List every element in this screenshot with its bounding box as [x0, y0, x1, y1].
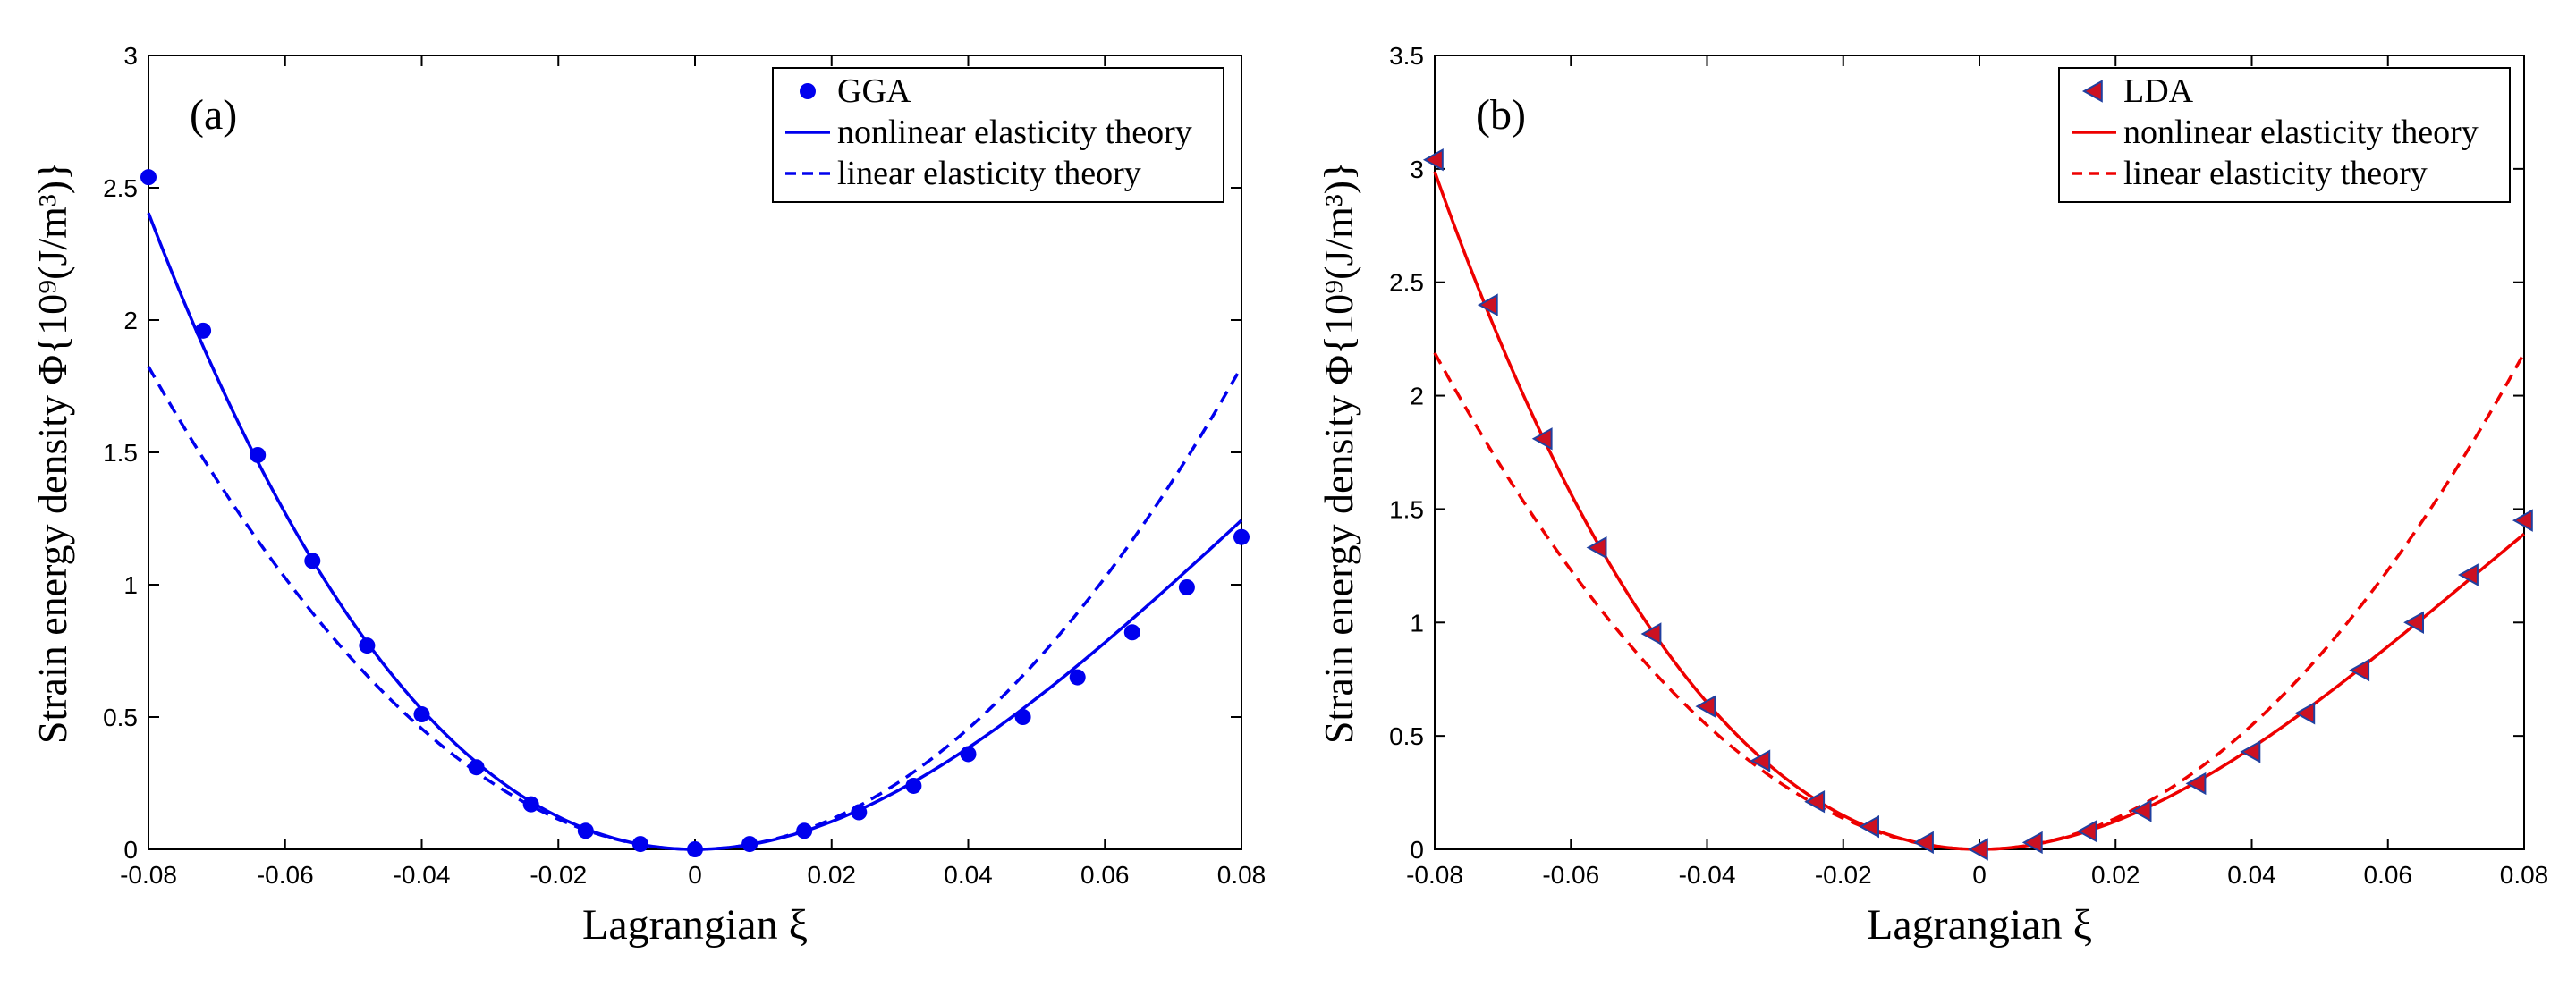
- data-point: [2349, 658, 2370, 682]
- x-tick-label: 0.04: [944, 861, 993, 889]
- data-point: [2458, 563, 2479, 586]
- y-tick-label: 1: [1410, 609, 1424, 637]
- data-point: [2294, 702, 2316, 725]
- y-tick-label: 2: [1410, 383, 1424, 410]
- data-point: [1123, 624, 1140, 641]
- x-tick-label: -0.06: [1542, 861, 1599, 889]
- data-point: [1750, 749, 1771, 772]
- data-point: [2081, 80, 2103, 103]
- panel-label: (b): [1476, 91, 1526, 139]
- data-point: [1014, 709, 1031, 725]
- legend-box: [772, 67, 1224, 203]
- data-point: [2021, 831, 2043, 855]
- legend-entry: LDA: [2123, 72, 2194, 110]
- data-point: [1913, 831, 1934, 855]
- legend-entry: GGA: [837, 72, 911, 110]
- y-tick-label: 0: [123, 836, 138, 864]
- legend-entry: linear elasticity theory: [2123, 155, 2428, 192]
- x-tick-label: 0: [1972, 861, 1987, 889]
- y-tick-label: 1: [123, 571, 138, 599]
- data-point: [960, 746, 977, 763]
- x-axis-label: Lagrangian ξ: [582, 901, 808, 949]
- data-point: [1967, 838, 1988, 861]
- data-point: [1804, 790, 1826, 814]
- data-point: [905, 777, 922, 794]
- data-point: [1859, 814, 1879, 839]
- x-tick-label: 0.08: [2500, 861, 2549, 889]
- data-point: [800, 83, 816, 99]
- data-point: [2240, 740, 2261, 763]
- data-point: [687, 841, 703, 857]
- x-tick-label: 0.02: [808, 861, 857, 889]
- x-tick-label: -0.02: [1815, 861, 1872, 889]
- data-point: [2131, 799, 2152, 822]
- legend-box: [2058, 67, 2511, 203]
- panel-label: (a): [190, 91, 237, 139]
- y-tick-label: 3: [123, 42, 138, 70]
- data-point: [1477, 293, 1498, 316]
- x-tick-label: -0.02: [530, 861, 587, 889]
- data-point: [413, 706, 430, 723]
- x-axis-label: Lagrangian ξ: [1867, 901, 2092, 949]
- data-point: [631, 836, 648, 853]
- y-tick-label: 1.5: [103, 439, 138, 467]
- data-point: [468, 759, 485, 776]
- data-point: [1640, 622, 1662, 645]
- y-tick-label: 3: [1410, 156, 1424, 183]
- data-point: [577, 822, 594, 839]
- panel-b: -0.08 -0.06 -0.04 -0.02 0 0.02 0.04 0.06 0.08 0 0.…: [1316, 42, 2548, 949]
- y-tick-label: 0.5: [1389, 722, 1424, 750]
- data-point: [1178, 578, 1195, 595]
- data-point: [1069, 669, 1086, 686]
- data-point: [1422, 148, 1444, 172]
- x-tick-label: -0.04: [394, 861, 451, 889]
- y-axis-label: Strain energy density Φ{10⁹(J/m³)}: [30, 161, 75, 744]
- data-point: [250, 446, 267, 463]
- x-tick-label: 0.06: [2364, 861, 2413, 889]
- panel-a: -0.08 -0.06 -0.04 -0.02 0 0.02 0.04 0.06 0.08 0 0.…: [30, 42, 1266, 949]
- data-point: [140, 169, 157, 186]
- x-tick-label: 0.02: [2091, 861, 2140, 889]
- data-point: [2076, 820, 2097, 843]
- y-tick-label: 2.5: [1389, 269, 1424, 297]
- data-point: [1531, 427, 1553, 451]
- data-point: [304, 553, 321, 569]
- y-tick-label: 2.5: [103, 174, 138, 202]
- data-point: [851, 804, 868, 821]
- y-tick-label: 3.5: [1389, 42, 1424, 70]
- data-point: [195, 322, 212, 339]
- y-tick-label: 0: [1410, 836, 1424, 864]
- legend-entry: nonlinear elasticity theory: [837, 114, 1192, 151]
- y-tick-label: 1.5: [1389, 495, 1424, 523]
- y-axis-label: Strain energy density Φ{10⁹(J/m³)}: [1316, 161, 1361, 744]
- data-point: [1586, 536, 1607, 560]
- data-point: [2403, 611, 2424, 634]
- data-point: [741, 836, 758, 853]
- data-point: [522, 796, 539, 813]
- x-tick-label: 0.08: [1217, 861, 1267, 889]
- x-tick-label: -0.08: [1406, 861, 1463, 889]
- data-point: [2512, 509, 2533, 532]
- data-point: [796, 822, 813, 839]
- data-point: [1233, 528, 1250, 545]
- data-point: [1695, 695, 1716, 718]
- legend-entry: nonlinear elasticity theory: [2123, 114, 2479, 151]
- x-tick-label: 0.06: [1080, 861, 1130, 889]
- x-tick-label: 0.04: [2227, 861, 2276, 889]
- x-tick-label: -0.06: [257, 861, 314, 889]
- x-tick-label: -0.08: [120, 861, 177, 889]
- data-point: [359, 637, 376, 654]
- legend-entry: linear elasticity theory: [837, 155, 1141, 192]
- data-point: [2185, 772, 2207, 796]
- x-tick-label: -0.04: [1679, 861, 1736, 889]
- x-tick-label: 0: [688, 861, 702, 889]
- y-tick-label: 2: [123, 307, 138, 334]
- y-tick-label: 0.5: [103, 704, 138, 731]
